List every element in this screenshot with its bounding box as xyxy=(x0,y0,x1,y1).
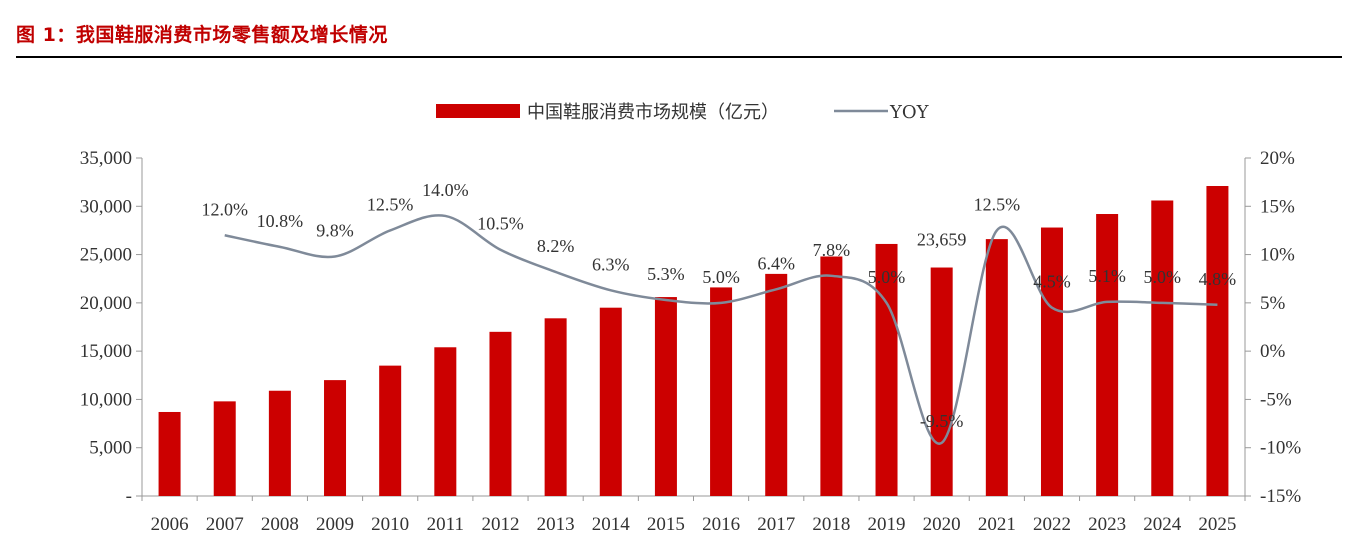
y-right-tick-label: 10% xyxy=(1260,245,1295,266)
data-label: 10.5% xyxy=(477,214,524,234)
bar xyxy=(213,401,236,496)
x-tick-label: 2020 xyxy=(923,514,961,535)
bar xyxy=(930,267,953,496)
bar xyxy=(985,239,1008,496)
y-right-tick-label: -10% xyxy=(1260,438,1301,459)
yoy-line xyxy=(224,214,1218,445)
y-left-tick-label: 15,000 xyxy=(80,341,132,362)
x-tick-label: 2009 xyxy=(316,514,354,535)
bar xyxy=(434,347,457,496)
y-left-tick-label: 10,000 xyxy=(80,389,132,410)
data-label: 5.0% xyxy=(1144,267,1182,287)
data-label: 9.8% xyxy=(316,221,354,241)
bar xyxy=(158,411,181,496)
data-label: 12.5% xyxy=(367,194,414,214)
bar xyxy=(599,307,622,496)
data-label: 6.4% xyxy=(757,253,795,273)
y-right-tick-label: 5% xyxy=(1260,293,1286,314)
y-left-tick-label: 5,000 xyxy=(89,438,132,459)
axes xyxy=(141,158,1246,497)
y-right-tick-label: 15% xyxy=(1260,196,1295,217)
x-tick-label: 2016 xyxy=(702,514,740,535)
x-axis-ticks: 2006 2007 2008 2009 2010 2011 2012 2013 2014 2015… xyxy=(141,496,1246,535)
x-tick-label: 2006 xyxy=(151,514,189,535)
data-label: 6.3% xyxy=(592,254,630,274)
line-series xyxy=(224,214,1218,445)
figure-title: 图 1：我国鞋服消费市场零售额及增长情况 xyxy=(16,24,388,46)
y-left-tick-label: 30,000 xyxy=(80,196,132,217)
data-label: 5.0% xyxy=(868,267,906,287)
x-tick-label: 2008 xyxy=(261,514,299,535)
data-label: 10.8% xyxy=(257,211,304,231)
bar xyxy=(654,297,677,496)
y-left-tick-label: 35,000 xyxy=(80,148,132,169)
y-left-tick-label: 20,000 xyxy=(80,293,132,314)
bar xyxy=(765,273,788,496)
y-right-tick-label: 0% xyxy=(1260,341,1286,362)
x-tick-label: 2021 xyxy=(978,514,1016,535)
bar xyxy=(324,380,347,496)
bar xyxy=(1151,200,1174,496)
bar xyxy=(820,256,843,496)
legend-line-label: YOY xyxy=(889,102,930,123)
bar xyxy=(268,390,291,496)
x-tick-label: 2019 xyxy=(868,514,906,535)
legend: 中国鞋服消费市场规模（亿元） YOY xyxy=(436,102,930,123)
bar xyxy=(544,318,567,496)
x-tick-label: 2011 xyxy=(427,514,464,535)
bar xyxy=(1040,227,1063,496)
data-label: 14.0% xyxy=(422,180,469,200)
y-right-tick-label: 20% xyxy=(1260,148,1295,169)
y-left-ticks: - 5,000 10,000 15,000 20,000 25,000 30,000 35,0… xyxy=(80,148,142,507)
data-label: 4.5% xyxy=(1033,272,1071,292)
x-tick-label: 2012 xyxy=(481,514,519,535)
data-label: 12.5% xyxy=(974,194,1021,214)
x-tick-label: 2014 xyxy=(592,514,631,535)
x-tick-label: 2024 xyxy=(1143,514,1182,535)
data-label: -9.5% xyxy=(920,411,964,431)
x-tick-label: 2013 xyxy=(537,514,575,535)
legend-bar-label: 中国鞋服消费市场规模（亿元） xyxy=(527,102,779,123)
x-tick-label: 2018 xyxy=(812,514,850,535)
data-label: 5.0% xyxy=(702,267,740,287)
bar xyxy=(489,331,512,496)
x-tick-label: 2022 xyxy=(1033,514,1071,535)
y-right-ticks: -15% -10% -5% 0% 5% 10% 15% 20% xyxy=(1245,148,1301,507)
bar xyxy=(1206,186,1229,496)
x-tick-label: 2010 xyxy=(371,514,409,535)
data-label: 4.8% xyxy=(1199,269,1237,289)
title-rule xyxy=(16,56,1342,58)
bar xyxy=(1096,214,1119,497)
y-left-tick-label: 25,000 xyxy=(80,245,132,266)
y-right-tick-label: -15% xyxy=(1260,486,1301,507)
y-right-tick-label: -5% xyxy=(1260,389,1292,410)
data-label: 8.2% xyxy=(537,236,575,256)
data-labels: 12.0% 10.8% 9.8% 12.5% 14.0% 10.5% 8.2% 6.3% 5.3… xyxy=(201,180,1236,431)
data-label: 23,659 xyxy=(917,230,967,250)
x-tick-label: 2015 xyxy=(647,514,685,535)
bar-series xyxy=(158,186,1229,497)
legend-bar-swatch xyxy=(436,104,520,118)
data-label: 5.3% xyxy=(647,264,685,284)
y-left-tick-label: - xyxy=(126,486,132,507)
x-tick-label: 2023 xyxy=(1088,514,1126,535)
x-tick-label: 2007 xyxy=(206,514,244,535)
data-label: 5.1% xyxy=(1088,266,1126,286)
x-tick-label: 2025 xyxy=(1198,514,1236,535)
x-tick-label: 2017 xyxy=(757,514,795,535)
data-label: 12.0% xyxy=(201,199,248,219)
data-label: 7.8% xyxy=(813,240,851,260)
bar xyxy=(379,365,402,496)
bar xyxy=(875,243,898,496)
bar xyxy=(710,287,733,496)
